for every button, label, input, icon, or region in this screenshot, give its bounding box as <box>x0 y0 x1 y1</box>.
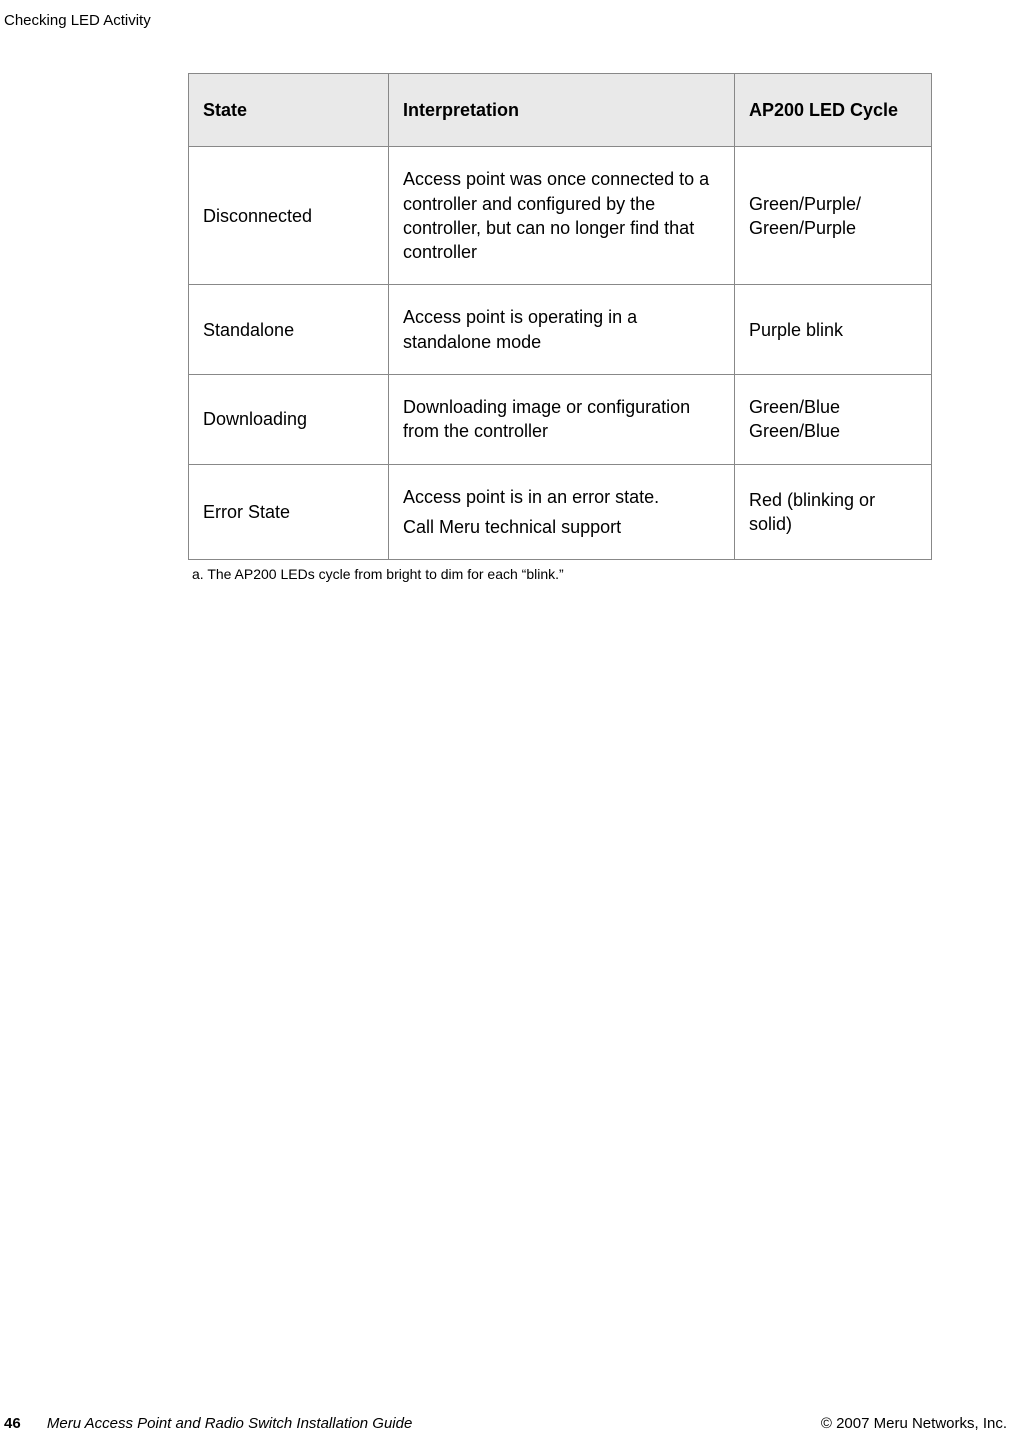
running-header: Checking LED Activity <box>4 12 151 29</box>
cell-interpretation: Access point is in an error state. Call … <box>389 464 735 560</box>
table-footnote: a. The AP200 LEDs cycle from bright to d… <box>192 566 931 582</box>
cell-cycle: Red (blinking or solid) <box>735 464 932 560</box>
cell-cycle: Purple blink <box>735 285 932 375</box>
table-row: Disconnected Access point was once conne… <box>189 147 932 285</box>
cell-state: Disconnected <box>189 147 389 285</box>
page-footer: 46 Meru Access Point and Radio Switch In… <box>4 1415 1007 1432</box>
cell-cycle: Green/Purple/ Green/Purple <box>735 147 932 285</box>
cell-interp-line2: Call Meru technical support <box>403 515 720 539</box>
cell-interpretation: Access point was once connected to a con… <box>389 147 735 285</box>
cell-cycle: Green/Blue Green/Blue <box>735 375 932 465</box>
table-row: Standalone Access point is operating in … <box>189 285 932 375</box>
cell-state: Standalone <box>189 285 389 375</box>
footer-left: 46 Meru Access Point and Radio Switch In… <box>4 1415 412 1432</box>
table-header-row: State Interpretation AP200 LED Cycle <box>189 74 932 147</box>
col-header-cycle: AP200 LED Cycle <box>735 74 932 147</box>
doc-title: Meru Access Point and Radio Switch Insta… <box>47 1415 412 1432</box>
cell-interpretation: Downloading image or configuration from … <box>389 375 735 465</box>
col-header-interpretation: Interpretation <box>389 74 735 147</box>
cell-state: Error State <box>189 464 389 560</box>
led-state-table: State Interpretation AP200 LED Cycle Dis… <box>188 73 932 560</box>
table-row: Error State Access point is in an error … <box>189 464 932 560</box>
footer-right: © 2007 Meru Networks, Inc. <box>821 1415 1007 1432</box>
cell-interp-line1: Access point is in an error state. <box>403 487 659 507</box>
table-row: Downloading Downloading image or configu… <box>189 375 932 465</box>
col-header-state: State <box>189 74 389 147</box>
page-number: 46 <box>4 1415 21 1432</box>
cell-state: Downloading <box>189 375 389 465</box>
cell-interpretation: Access point is operating in a standalon… <box>389 285 735 375</box>
led-state-table-container: State Interpretation AP200 LED Cycle Dis… <box>188 73 931 582</box>
